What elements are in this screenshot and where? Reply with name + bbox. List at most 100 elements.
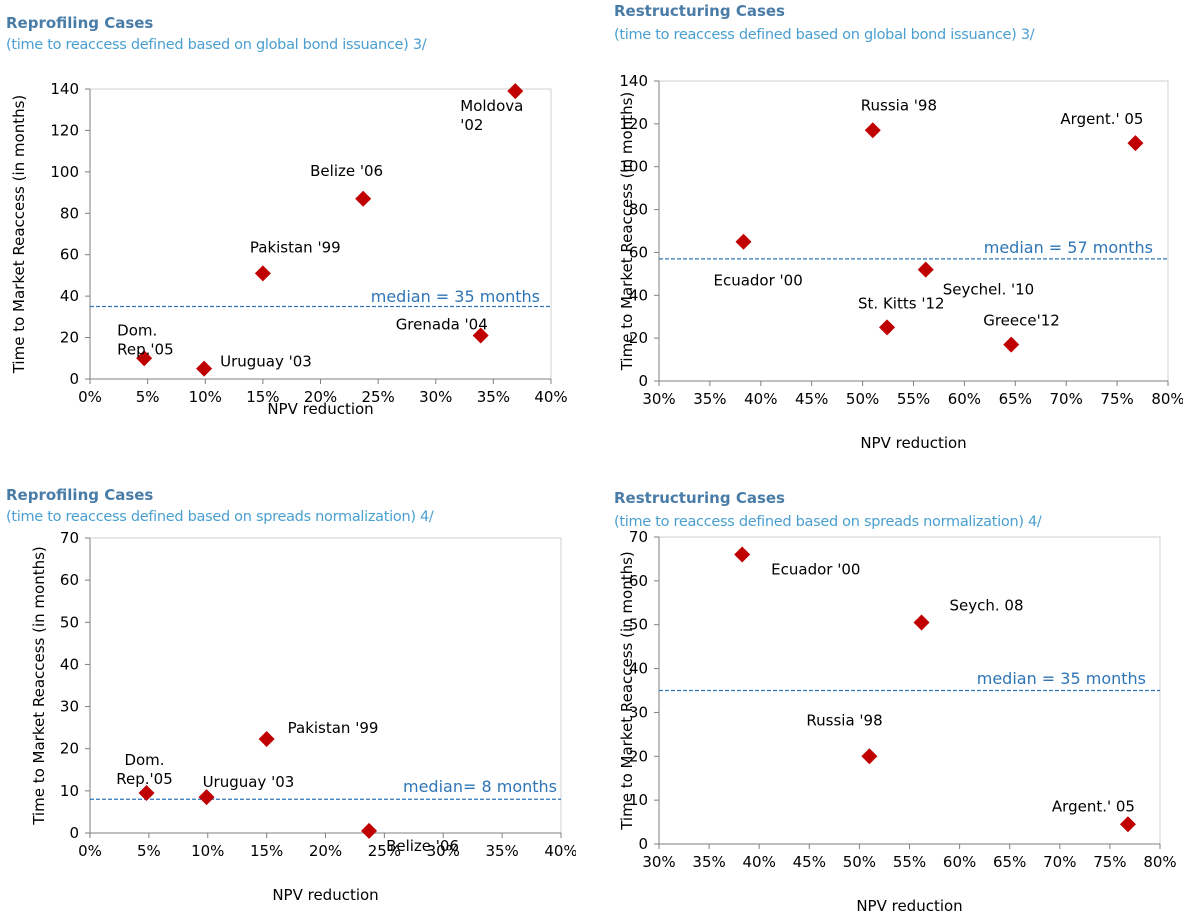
data-point — [258, 731, 275, 748]
data-label-line: Seychel. '10 — [943, 281, 1035, 299]
data-point — [734, 546, 751, 563]
data-label-line: Ecuador '00 — [771, 561, 860, 579]
data-label: Argent.' 05 — [1052, 797, 1135, 815]
y-tick-label: 60 — [629, 243, 648, 261]
data-label-line: Belize '06 — [386, 837, 459, 855]
y-tick-label: 100 — [619, 158, 648, 176]
y-tick-label: 20 — [629, 329, 648, 347]
y-tick-label: 40 — [629, 286, 648, 304]
data-label-line: Rep.'05 — [117, 340, 173, 358]
data-label-line: Belize '06 — [310, 162, 383, 180]
y-tick-label: 10 — [60, 782, 79, 800]
y-tick-label: 140 — [50, 80, 79, 98]
data-point — [138, 784, 155, 801]
data-label-line: Argent.' 05 — [1060, 110, 1143, 128]
chart-panel-reprofiling-spreads: Reprofiling Cases (time to reaccess defi… — [6, 486, 576, 913]
median-label: median = 57 months — [984, 238, 1153, 257]
x-tick-label: 30% — [642, 390, 675, 408]
data-label-line: Moldova — [460, 97, 523, 115]
x-tick-label: 25% — [361, 388, 394, 406]
x-axis-label: NPV reduction — [856, 897, 962, 913]
y-tick-label: 100 — [50, 163, 79, 181]
data-label-line: Uruguay '03 — [203, 773, 295, 791]
data-point — [735, 233, 752, 250]
x-tick-label: 55% — [897, 390, 930, 408]
x-tick-label: 55% — [893, 853, 926, 871]
median-label: median = 35 months — [371, 287, 540, 306]
x-tick-label: 35% — [477, 388, 510, 406]
chart-title: Restructuring Cases — [614, 489, 785, 507]
y-tick-label: 50 — [629, 616, 648, 634]
y-tick-label: 10 — [629, 791, 648, 809]
y-axis-label: Time to Market Reaccess (in months) — [10, 95, 28, 375]
chart-panel-reprofiling-bond: Reprofiling Cases (time to reaccess defi… — [6, 14, 576, 454]
y-tick-label: 0 — [69, 824, 79, 842]
median-label: median = 35 months — [977, 669, 1146, 688]
chart-panel-restructuring-bond: Restructuring Cases (time to reaccess de… — [614, 2, 1183, 462]
y-tick-label: 0 — [638, 372, 648, 390]
data-label-line: St. Kitts '12 — [858, 294, 945, 312]
data-point — [507, 83, 524, 100]
data-point — [1119, 816, 1136, 833]
data-point — [864, 122, 881, 139]
data-point — [917, 261, 934, 278]
x-tick-label: 0% — [78, 388, 102, 406]
y-tick-label: 60 — [60, 246, 79, 264]
data-label: Belize '06 — [310, 162, 383, 180]
data-point — [472, 327, 489, 344]
y-tick-label: 40 — [60, 287, 79, 305]
x-tick-label: 0% — [78, 842, 102, 860]
x-tick-label: 20% — [304, 388, 337, 406]
chart-subtitle: (time to reaccess defined based on globa… — [6, 37, 427, 53]
y-tick-label: 50 — [60, 613, 79, 631]
x-axis-label: NPV reduction — [272, 886, 378, 904]
data-label: Seychel. '10 — [943, 281, 1035, 299]
chart-panel-restructuring-spreads: Restructuring Cases (time to reaccess de… — [614, 489, 1183, 913]
data-label: Seych. 08 — [950, 597, 1024, 615]
data-label: Pakistan '99 — [288, 719, 379, 737]
x-tick-label: 10% — [191, 842, 224, 860]
x-tick-label: 40% — [534, 388, 567, 406]
y-tick-label: 140 — [619, 72, 648, 90]
chart-subtitle: (time to reaccess defined based on sprea… — [614, 514, 1042, 530]
data-label-line: Seych. 08 — [950, 597, 1024, 615]
x-tick-label: 35% — [692, 853, 725, 871]
y-tick-label: 80 — [629, 201, 648, 219]
x-tick-label: 60% — [948, 390, 981, 408]
data-label: Russia '98 — [861, 96, 937, 114]
data-label-line: Ecuador '00 — [713, 272, 802, 290]
data-label-line: Pakistan '99 — [250, 238, 341, 256]
y-tick-label: 0 — [638, 835, 648, 853]
data-point — [196, 360, 213, 377]
x-axis-label: NPV reduction — [860, 434, 966, 452]
y-axis-label: Time to Market Reaccess (in months) — [618, 551, 636, 831]
data-label: Belize '06 — [386, 837, 459, 855]
chart-subtitle: (time to reaccess defined based on globa… — [614, 27, 1035, 43]
x-tick-label: 50% — [843, 853, 876, 871]
data-label: Uruguay '03 — [203, 773, 295, 791]
x-tick-label: 35% — [485, 842, 518, 860]
data-point — [861, 748, 878, 765]
data-label-line: Russia '98 — [861, 96, 937, 114]
data-label-line: Grenada '04 — [396, 316, 488, 334]
y-tick-label: 20 — [60, 329, 79, 347]
x-tick-label: 50% — [846, 390, 879, 408]
y-tick-label: 20 — [629, 747, 648, 765]
x-tick-label: 60% — [943, 853, 976, 871]
data-label-line: Dom. — [117, 321, 157, 339]
x-axis-label: NPV reduction — [267, 400, 373, 418]
x-tick-label: 80% — [1143, 853, 1176, 871]
x-tick-label: 75% — [1100, 390, 1133, 408]
x-tick-label: 25% — [368, 842, 401, 860]
data-point — [1003, 336, 1020, 353]
x-tick-label: 40% — [743, 853, 776, 871]
x-tick-label: 70% — [1043, 853, 1076, 871]
data-label-line: Greece'12 — [983, 312, 1060, 330]
data-label-line: Argent.' 05 — [1052, 797, 1135, 815]
y-axis-label: Time to Market Reaccess (in months) — [30, 546, 48, 826]
y-tick-label: 120 — [50, 121, 79, 139]
y-axis-label: Time to Market Reaccess (in months) — [618, 92, 636, 372]
data-label: Argent.' 05 — [1060, 110, 1143, 128]
data-label: Pakistan '99 — [250, 238, 341, 256]
x-tick-label: 45% — [795, 390, 828, 408]
